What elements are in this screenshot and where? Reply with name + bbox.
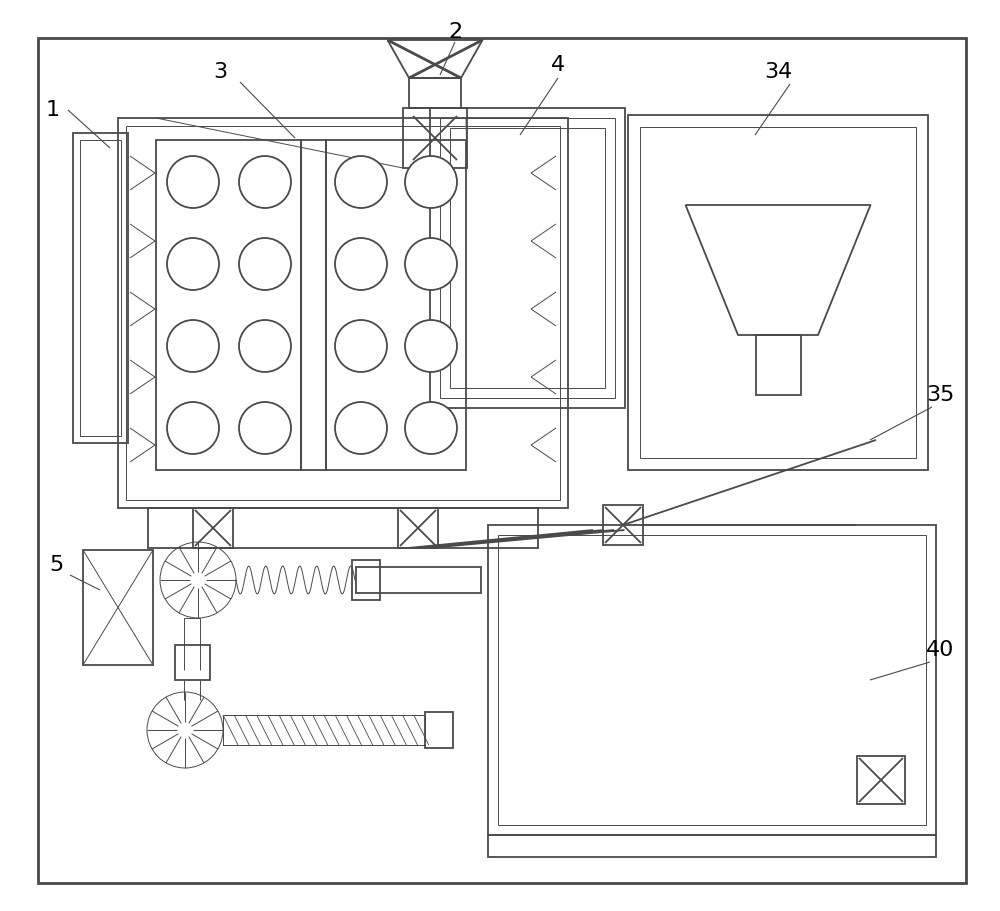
Bar xyxy=(356,567,481,593)
Circle shape xyxy=(335,238,387,290)
Circle shape xyxy=(239,402,291,454)
Bar xyxy=(148,508,538,548)
Bar xyxy=(352,560,380,600)
Bar xyxy=(398,508,438,548)
Text: 2: 2 xyxy=(448,22,462,42)
Bar xyxy=(409,78,461,108)
Text: 34: 34 xyxy=(764,62,792,82)
Bar xyxy=(488,525,936,835)
Circle shape xyxy=(405,320,457,372)
Circle shape xyxy=(405,156,457,208)
Bar xyxy=(223,715,425,745)
Circle shape xyxy=(167,402,219,454)
Bar xyxy=(83,550,153,665)
Bar xyxy=(756,335,800,395)
Bar xyxy=(73,133,128,443)
Bar xyxy=(301,140,326,470)
Text: 4: 4 xyxy=(551,55,565,75)
Circle shape xyxy=(167,320,219,372)
Text: 1: 1 xyxy=(46,100,60,120)
Bar xyxy=(80,140,121,436)
Circle shape xyxy=(167,238,219,290)
Circle shape xyxy=(335,320,387,372)
Text: 40: 40 xyxy=(926,640,954,660)
Circle shape xyxy=(167,156,219,208)
Bar xyxy=(440,118,615,398)
Circle shape xyxy=(239,320,291,372)
Bar xyxy=(156,140,301,470)
Bar xyxy=(628,115,928,470)
Bar xyxy=(193,508,233,548)
Bar xyxy=(450,128,605,388)
Circle shape xyxy=(405,238,457,290)
Bar xyxy=(430,108,625,408)
Bar xyxy=(175,645,210,680)
Bar xyxy=(126,126,560,500)
Text: 35: 35 xyxy=(926,385,954,405)
Circle shape xyxy=(239,156,291,208)
Circle shape xyxy=(239,238,291,290)
Circle shape xyxy=(335,402,387,454)
Bar xyxy=(326,140,466,470)
Bar xyxy=(403,108,467,168)
Circle shape xyxy=(335,156,387,208)
Text: 3: 3 xyxy=(213,62,227,82)
Circle shape xyxy=(405,402,457,454)
Bar xyxy=(425,712,453,748)
Bar xyxy=(118,118,568,508)
Bar xyxy=(857,756,905,804)
Bar xyxy=(488,835,936,857)
Bar xyxy=(603,505,643,545)
Bar xyxy=(498,535,926,825)
Text: 5: 5 xyxy=(49,555,63,575)
Bar xyxy=(640,127,916,458)
